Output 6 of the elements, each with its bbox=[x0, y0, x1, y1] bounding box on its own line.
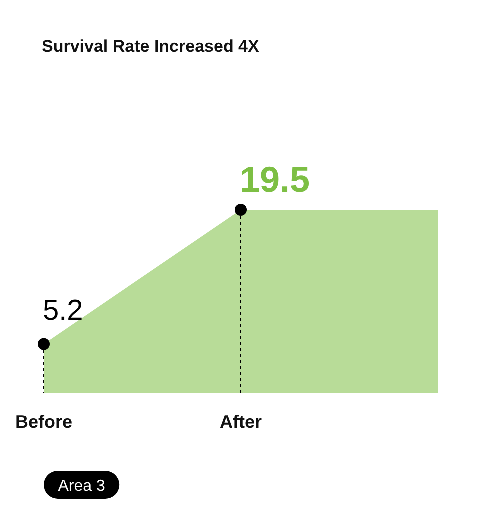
x-tick-label: Before bbox=[15, 412, 73, 432]
chart-title: Survival Rate Increased 4X bbox=[42, 37, 260, 56]
data-label: 19.5 bbox=[240, 159, 310, 200]
x-tick-label: After bbox=[220, 412, 262, 432]
data-label: 5.2 bbox=[43, 295, 84, 328]
text: Area 3 bbox=[58, 478, 106, 495]
